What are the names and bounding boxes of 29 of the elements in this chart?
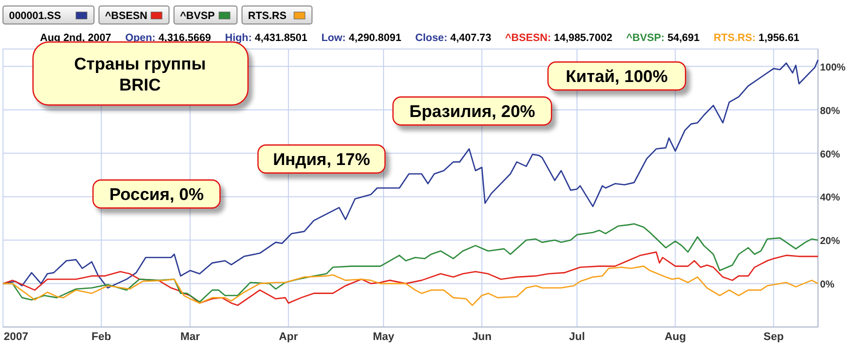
x-tick-label: Sep xyxy=(764,331,784,343)
y-tick-label: 20% xyxy=(820,236,840,248)
y-tick-label: 0% xyxy=(820,280,835,291)
x-tick-label: Aug xyxy=(664,331,686,343)
annotation: Китай, 100% xyxy=(566,67,668,86)
legend-label: RTS.RS xyxy=(248,10,287,22)
legend-label: ^BVSP xyxy=(180,10,215,22)
x-tick-label: Jul xyxy=(569,331,585,343)
y-tick-label: 80% xyxy=(820,106,840,117)
callout: Индия, 17% xyxy=(257,144,386,174)
x-tick-label: Feb xyxy=(92,331,112,343)
legend-label: 000001.SS xyxy=(9,10,61,22)
x-tick-label: Jun xyxy=(472,331,492,343)
callout: Бразилия, 20% xyxy=(392,96,552,126)
y-tick-label: 40% xyxy=(820,192,840,204)
annotation: Индия, 17% xyxy=(272,150,370,169)
callout: Китай, 100% xyxy=(547,61,686,91)
y-tick-label: 100% xyxy=(820,62,846,74)
line-series xyxy=(2,266,819,306)
line-series xyxy=(2,251,819,306)
y-tick-label: 60% xyxy=(820,149,840,160)
annotation: Бразилия, 20% xyxy=(409,102,536,121)
legend-label: ^BSESN xyxy=(105,10,148,22)
x-tick-label: Apr xyxy=(278,331,299,343)
x-tick-label: Mar xyxy=(180,331,201,343)
annotation: Россия, 0% xyxy=(109,185,204,204)
x-tick-label: May xyxy=(372,331,396,343)
x-tick-label: 2007 xyxy=(4,331,28,343)
callout: Россия, 0% xyxy=(92,179,221,209)
